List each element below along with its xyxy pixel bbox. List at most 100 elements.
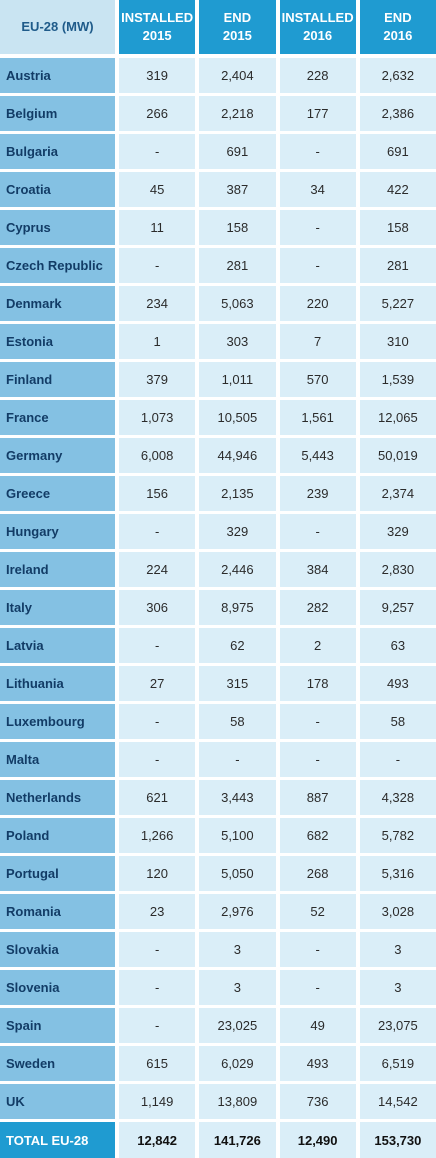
- value-installed-2015: 621: [119, 780, 196, 815]
- value-end-2015: 6,029: [199, 1046, 276, 1081]
- country-name: Romania: [0, 894, 115, 929]
- value-installed-2016: 178: [279, 666, 356, 701]
- country-name: Cyprus: [0, 210, 115, 245]
- value-installed-2015: 1,073: [119, 400, 196, 435]
- table-row: UK 1,149 13,809 736 14,542: [0, 1084, 436, 1119]
- country-name: Sweden: [0, 1046, 115, 1081]
- value-installed-2016: 268: [279, 856, 356, 891]
- value-installed-2015: 23: [119, 894, 196, 929]
- value-end-2016: -: [359, 742, 436, 777]
- table-row: Malta - - - -: [0, 742, 436, 777]
- header-installed-2015: INSTALLED 2015: [119, 0, 196, 54]
- value-installed-2015: 306: [119, 590, 196, 625]
- value-end-2016: 2,386: [359, 96, 436, 131]
- table-row: Portugal 120 5,050 268 5,316: [0, 856, 436, 891]
- value-end-2016: 281: [359, 248, 436, 283]
- header-end-2015: END 2015: [199, 0, 276, 54]
- value-installed-2016: 2: [279, 628, 356, 663]
- header-line1: INSTALLED: [281, 10, 354, 25]
- header-region-label: EU-28 (MW): [21, 19, 94, 34]
- country-name: Croatia: [0, 172, 115, 207]
- table-row: Luxembourg -58-58: [0, 704, 436, 739]
- table-row: Belgium 266 2,218 177 2,386: [0, 96, 436, 131]
- value-installed-2015: 156: [119, 476, 196, 511]
- value-end-2016: 2,374: [359, 476, 436, 511]
- country-name: Denmark: [0, 286, 115, 321]
- table-row: Latvia -62 2 63: [0, 628, 436, 663]
- value-installed-2015: 266: [119, 96, 196, 131]
- value-installed-2016: 384: [279, 552, 356, 587]
- value-end-2015: 13,809: [199, 1084, 276, 1119]
- value-end-2015: 8,975: [199, 590, 276, 625]
- header-installed-2016: INSTALLED 2016: [279, 0, 356, 54]
- table-row: Austria 319 2,404 228 2,632: [0, 58, 436, 93]
- value-installed-2016: 493: [279, 1046, 356, 1081]
- value-installed-2015: 27: [119, 666, 196, 701]
- table-row: Germany 6,008 44,946 5,443 50,019: [0, 438, 436, 473]
- value-installed-2016: 1,561: [279, 400, 356, 435]
- table-row: Czech Republic -281-281: [0, 248, 436, 283]
- value-end-2016: 3: [359, 970, 436, 1005]
- value-end-2015: 5,100: [199, 818, 276, 853]
- table-row: Denmark 234 5,063 220 5,227: [0, 286, 436, 321]
- value-end-2016: 2,830: [359, 552, 436, 587]
- header-region: EU-28 (MW): [0, 0, 115, 54]
- value-installed-2016: 49: [279, 1008, 356, 1043]
- table-body: Austria 319 2,404 228 2,632 Belgium 266 2,218 17…: [0, 58, 436, 1119]
- value-end-2016: 158: [359, 210, 436, 245]
- country-name: Slovakia: [0, 932, 115, 967]
- value-end-2016: 5,782: [359, 818, 436, 853]
- value-end-2015: 10,505: [199, 400, 276, 435]
- value-installed-2016: 52: [279, 894, 356, 929]
- value-installed-2015: -: [119, 1008, 196, 1043]
- country-name: Malta: [0, 742, 115, 777]
- value-installed-2016: -: [279, 742, 356, 777]
- value-end-2015: 44,946: [199, 438, 276, 473]
- value-end-2016: 9,257: [359, 590, 436, 625]
- country-name: Austria: [0, 58, 115, 93]
- table-row: Finland 379 1,011 570 1,539: [0, 362, 436, 397]
- value-installed-2015: 379: [119, 362, 196, 397]
- table-row: Netherlands 621 3,443 887 4,328: [0, 780, 436, 815]
- country-name: UK: [0, 1084, 115, 1119]
- value-end-2016: 493: [359, 666, 436, 701]
- table-row: Poland 1,266 5,100 682 5,782: [0, 818, 436, 853]
- value-end-2016: 50,019: [359, 438, 436, 473]
- value-installed-2015: 1,149: [119, 1084, 196, 1119]
- table-row: Ireland 224 2,446 384 2,830: [0, 552, 436, 587]
- value-end-2015: 58: [199, 704, 276, 739]
- value-end-2015: 5,050: [199, 856, 276, 891]
- value-end-2015: 315: [199, 666, 276, 701]
- country-name: Lithuania: [0, 666, 115, 701]
- table-row: Croatia 45 387 34 422: [0, 172, 436, 207]
- value-installed-2015: -: [119, 628, 196, 663]
- total-installed-2016: 12,490: [279, 1122, 356, 1158]
- value-end-2016: 422: [359, 172, 436, 207]
- total-installed-2015: 12,842: [119, 1122, 196, 1158]
- header-line2: 2015: [142, 28, 172, 43]
- country-name: Portugal: [0, 856, 115, 891]
- table-row: Estonia 1 303 7 310: [0, 324, 436, 359]
- value-installed-2016: 5,443: [279, 438, 356, 473]
- value-installed-2016: 228: [279, 58, 356, 93]
- value-end-2015: 5,063: [199, 286, 276, 321]
- country-name: Bulgaria: [0, 134, 115, 169]
- country-name: Poland: [0, 818, 115, 853]
- header-line1: INSTALLED: [121, 10, 194, 25]
- table-header: EU-28 (MW) INSTALLED 2015 END 2015 INSTALL…: [0, 0, 436, 54]
- table-row: Lithuania 27 315 178 493: [0, 666, 436, 701]
- total-label: TOTAL EU-28: [0, 1122, 115, 1158]
- value-installed-2015: -: [119, 932, 196, 967]
- value-end-2015: 303: [199, 324, 276, 359]
- value-installed-2016: 177: [279, 96, 356, 131]
- country-name: Spain: [0, 1008, 115, 1043]
- value-end-2016: 2,632: [359, 58, 436, 93]
- value-installed-2016: 887: [279, 780, 356, 815]
- value-end-2015: 2,218: [199, 96, 276, 131]
- country-name: Latvia: [0, 628, 115, 663]
- value-installed-2015: -: [119, 742, 196, 777]
- value-end-2015: -: [199, 742, 276, 777]
- value-installed-2016: -: [279, 248, 356, 283]
- value-end-2015: 62: [199, 628, 276, 663]
- country-name: Estonia: [0, 324, 115, 359]
